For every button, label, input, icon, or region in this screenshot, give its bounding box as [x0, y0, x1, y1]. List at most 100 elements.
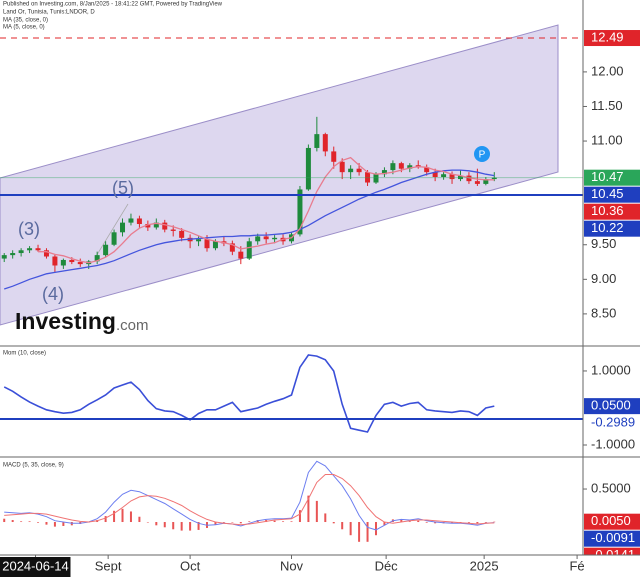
candle-body	[229, 243, 235, 252]
candle-body	[441, 174, 447, 177]
price-label-box	[584, 186, 640, 203]
histogram-bar	[28, 521, 31, 523]
histogram-bar	[163, 522, 166, 528]
price-label: 0.0050	[591, 513, 631, 528]
y-tick-label: -1.0000	[591, 436, 635, 451]
histogram-bar	[315, 500, 318, 523]
candle-body	[1, 255, 7, 259]
moving-average	[3, 169, 495, 290]
histogram-bar	[273, 520, 276, 523]
y-tick-label: 8.50	[591, 305, 616, 320]
wave-label: (5)	[112, 178, 134, 198]
x-axis-strip	[0, 555, 640, 579]
x-tick-label: Nov	[280, 558, 304, 573]
plot-layer	[0, 37, 583, 542]
x-tick-label: 2025	[470, 558, 499, 573]
candle-body	[43, 250, 49, 257]
price-label: -0.2989	[591, 415, 635, 430]
price-label-box	[584, 513, 640, 530]
candle-body	[111, 232, 117, 245]
y-tick-label: 1.0000	[591, 362, 631, 377]
price-label-box	[584, 30, 640, 47]
histogram-bar	[248, 521, 251, 523]
candle-body	[348, 168, 354, 173]
histogram-bar	[129, 511, 132, 523]
watermark: Investing	[15, 308, 116, 334]
candle-body	[238, 251, 244, 259]
candle-body	[373, 174, 379, 183]
candle-body	[314, 134, 320, 148]
candle-body	[331, 151, 337, 162]
histogram-bar	[358, 522, 361, 542]
y-tick-label: 11.50	[591, 98, 623, 113]
candle-body	[94, 255, 100, 262]
histogram-bar	[53, 522, 56, 527]
candle-body	[491, 177, 497, 180]
histogram-bar	[374, 522, 377, 536]
candle-body	[128, 218, 134, 223]
candle-body	[170, 229, 176, 231]
price-label: 10.47	[591, 169, 624, 184]
candle-body	[18, 250, 24, 254]
histogram-bar	[467, 522, 470, 523]
histogram-bar	[172, 522, 175, 530]
price-label-box	[584, 220, 640, 237]
candle-body	[60, 259, 66, 266]
histogram-bar	[3, 518, 6, 523]
candle-body	[120, 222, 126, 233]
histogram-bar	[62, 522, 65, 526]
trend-channel	[0, 24, 559, 326]
histogram-bar	[104, 516, 107, 523]
price-label: 10.36	[591, 203, 624, 218]
candle-body	[255, 236, 261, 242]
candle-body	[407, 165, 413, 169]
histogram-bar	[400, 519, 403, 523]
candle-body	[196, 239, 202, 242]
histogram-bar	[341, 522, 344, 530]
price-label: 0.0500	[591, 398, 631, 413]
candle-body	[381, 170, 387, 175]
histogram-bar	[37, 522, 40, 523]
histogram-bar	[366, 522, 369, 542]
candle-body	[136, 218, 142, 225]
candle-body	[390, 163, 396, 171]
candle-body	[77, 262, 83, 265]
x-tick-label: Sept	[95, 558, 122, 573]
y-tick-label: 9.50	[591, 236, 616, 251]
price-label-box	[584, 398, 640, 415]
candle-body	[322, 134, 328, 152]
watermark-suffix: .com	[116, 317, 149, 334]
candle-body	[365, 172, 371, 183]
y-tick-label: 9.00	[591, 271, 616, 286]
candle-body	[212, 241, 218, 249]
candle-body	[153, 222, 159, 228]
candle-body	[474, 181, 480, 184]
histogram-bar	[451, 522, 454, 524]
candle-body	[35, 248, 41, 251]
momentum-line	[3, 354, 495, 433]
y-tick-label: 0.5000	[591, 480, 631, 495]
candle-body	[204, 239, 210, 249]
histogram-bar	[214, 522, 217, 525]
histogram-bar	[434, 522, 437, 524]
legend-entry: MA (5, close, 0)	[3, 25, 45, 31]
histogram-bar	[298, 510, 301, 523]
macd-line	[4, 460, 495, 531]
candle-body	[457, 175, 463, 180]
candle-body	[103, 244, 109, 256]
histogram-bar	[146, 522, 149, 523]
candle-body	[69, 259, 75, 263]
histogram-bar	[425, 522, 428, 523]
histogram-bar	[332, 522, 335, 524]
pivot-label: P	[479, 150, 486, 161]
histogram-bar	[155, 522, 158, 526]
candle-body	[398, 163, 404, 169]
wave-label: (3)	[18, 219, 40, 239]
histogram-bar	[493, 521, 496, 523]
histogram-bar	[138, 516, 141, 523]
axis-layer: 8.50 9.00 9.50 11.00 11.50 12.00 12.49 10.47 10.…	[0, 29, 640, 579]
chart-title: Land Or, Tunisia, Tunis:LNDOR, D	[3, 10, 95, 16]
histogram-bar	[484, 522, 487, 523]
macd-line	[4, 474, 495, 526]
